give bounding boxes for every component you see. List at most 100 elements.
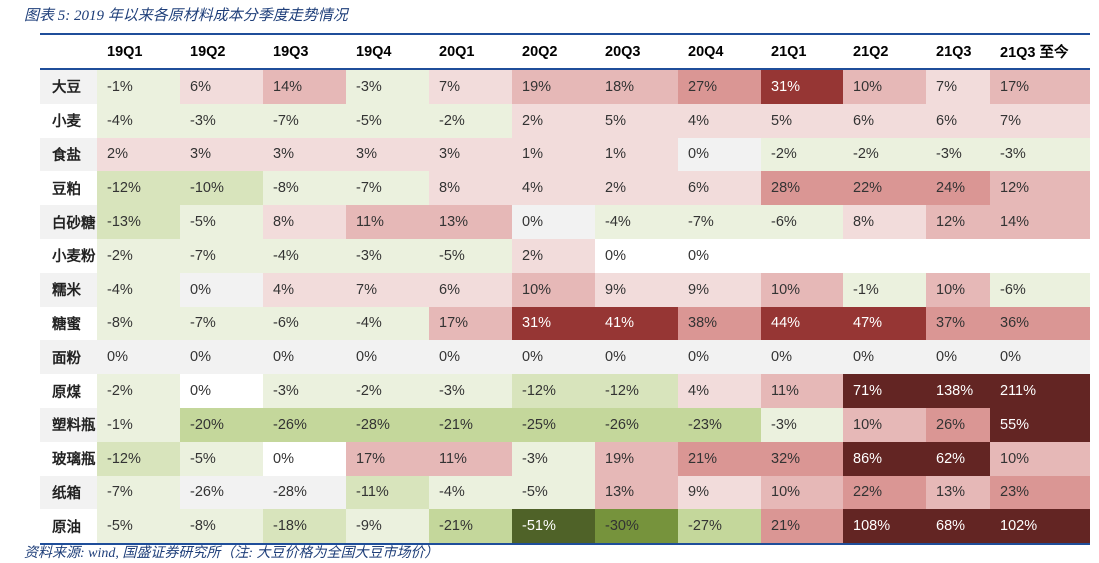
table-cell: 3% [180,137,263,172]
table-cell: -5% [180,441,263,476]
table-cell: 11% [429,441,512,476]
table-cell: 8% [843,205,926,239]
table-cell: -7% [180,306,263,341]
table-cell: 11% [761,374,843,408]
table-cell: 10% [761,272,843,307]
table-cell: -2% [761,137,843,172]
table-cell: -51% [512,509,595,545]
table-cell: -25% [512,407,595,442]
table-row: 豆粕 -12% -10% -8% -7% 8% 4% 2% 6% 28% 22% 24% 12% [40,171,1090,206]
table-cell: 7% [926,69,990,104]
table-cell: 0% [180,272,263,307]
table-cell: -8% [263,171,346,206]
table-cell: -3% [761,407,843,442]
table-cell: -28% [263,475,346,510]
table-cell: -26% [595,407,678,442]
table-cell: -3% [429,374,512,408]
table-cell: -4% [97,103,180,138]
table-cell: 28% [761,171,843,206]
table-row: 原煤 -2% 0% -3% -2% -3% -12% -12% 4% 11% 71% 138% 211% [40,374,1090,408]
table-cell: 9% [678,475,761,510]
table-cell: -13% [97,205,180,239]
row-label: 糯米 [40,272,97,307]
table-cell: 6% [180,69,263,104]
table-cell: 6% [926,103,990,138]
table-cell: 9% [678,272,761,307]
source-note: 资料来源: wind, 国盛证券研究所（注: 大豆价格为全国大豆市场价） [24,546,439,561]
figure-title: 图表 5: 2019 年以来各原材料成本分季度走势情况 [24,8,348,24]
table-cell: 3% [263,137,346,172]
table-cell: 47% [843,306,926,341]
header-corner [40,34,97,70]
table-cell: 17% [990,69,1090,104]
column-header: 21Q3 至今 [990,34,1090,70]
table-cell: -26% [263,407,346,442]
table-cell: -5% [346,103,429,138]
table-cell: 0% [97,340,180,375]
row-label: 原煤 [40,374,97,408]
table-row: 糖蜜 -8% -7% -6% -4% 17% 31% 41% 38% 44% 47% 37% 36% [40,306,1090,341]
table-cell: 26% [926,407,990,442]
row-label: 食盐 [40,137,97,172]
row-label: 白砂糖 [40,205,97,239]
table-cell: 21% [761,509,843,545]
column-header: 21Q3 [926,34,990,70]
column-header: 19Q3 [263,34,346,70]
table-cell: -5% [429,238,512,273]
table-cell: 8% [429,171,512,206]
table-cell: 2% [595,171,678,206]
table-cell: 10% [512,272,595,307]
table-cell: 4% [678,103,761,138]
table-cell: -10% [180,171,263,206]
table-cell: 68% [926,509,990,545]
column-header: 21Q2 [843,34,926,70]
column-header: 20Q4 [678,34,761,70]
table-cell: -2% [346,374,429,408]
table-cell: 38% [678,306,761,341]
table-cell: 10% [926,272,990,307]
table-cell: -4% [346,306,429,341]
table-cell: 0% [512,340,595,375]
table-cell: 24% [926,171,990,206]
table-cell: 0% [843,340,926,375]
table-cell: 21% [678,441,761,476]
table-row: 大豆 -1% 6% 14% -3% 7% 19% 18% 27% 31% 10% 7% 17% [40,69,1090,104]
table-cell: 8% [263,205,346,239]
table-cell: -6% [263,306,346,341]
table-cell: -5% [180,205,263,239]
table-cell: -21% [429,407,512,442]
table-cell: -23% [678,407,761,442]
table-cell: -12% [512,374,595,408]
table-cell: 10% [761,475,843,510]
row-label: 玻璃瓶 [40,441,97,476]
table-cell: 0% [926,340,990,375]
table-cell: 27% [678,69,761,104]
table-cell: -4% [263,238,346,273]
table-cell: -3% [346,69,429,104]
table-cell: 0% [180,340,263,375]
table-cell: -18% [263,509,346,545]
table-cell: 7% [346,272,429,307]
table-cell: 9% [595,272,678,307]
table-cell: -7% [180,238,263,273]
table-cell: 31% [512,306,595,341]
table-cell: 1% [512,137,595,172]
table-cell: -8% [97,306,180,341]
table-cell: 211% [990,374,1090,408]
table-cell: -3% [180,103,263,138]
table-cell: -9% [346,509,429,545]
table-cell: -20% [180,407,263,442]
table-cell: 10% [990,441,1090,476]
cost-heatmap-table: 19Q1 19Q2 19Q3 19Q4 20Q1 20Q2 20Q3 20Q4 21Q1 21Q2… [40,33,1090,546]
column-header: 19Q4 [346,34,429,70]
column-header: 21Q1 [761,34,843,70]
row-label: 小麦粉 [40,238,97,273]
table-cell: 62% [926,441,990,476]
table-cell: -12% [97,441,180,476]
table-cell: 102% [990,509,1090,545]
table-cell: 22% [843,171,926,206]
table-cell: -30% [595,509,678,545]
table-cell: 19% [595,441,678,476]
table-body: 大豆 -1% 6% 14% -3% 7% 19% 18% 27% 31% 10% 7% 17% 小麦 -4%… [40,69,1090,545]
table-cell: -3% [346,238,429,273]
